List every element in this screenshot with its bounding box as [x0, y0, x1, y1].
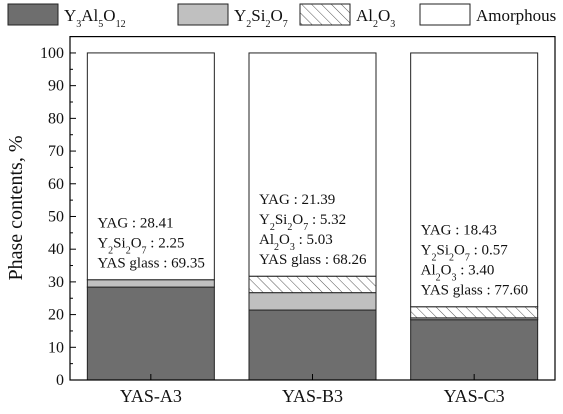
annotation: Y2Si2O7 : 0.57: [421, 243, 509, 264]
bar-segment: [86, 279, 215, 288]
plot-frame: [69, 35, 556, 381]
y-tick-label: 30: [48, 274, 64, 291]
y-tick-label: 70: [48, 143, 64, 160]
legend-label: Al2O3: [356, 6, 395, 30]
legend-swatch: [299, 3, 351, 26]
annotation: YAG : 21.39: [259, 192, 335, 208]
annotation: YAS glass : 68.26: [259, 252, 367, 268]
bar-segment: [248, 275, 377, 294]
bar-segment: [410, 319, 539, 381]
legend-swatch: [419, 3, 471, 26]
legend-label: Y2Si2O7: [234, 6, 288, 30]
x-tick-label: YAS-C3: [444, 386, 505, 406]
annotation: Al2O3 : 3.40: [421, 263, 495, 284]
y-tick-label: 50: [48, 208, 64, 225]
legend-label: Y3Al5O12: [64, 6, 126, 30]
y-tick-label: 0: [56, 372, 64, 389]
y-axis-label: Phase contents, %: [5, 136, 27, 281]
y-tick-label: 10: [48, 339, 64, 356]
annotation: YAG : 28.41: [97, 216, 173, 232]
annotation: Y2Si2O7 : 5.32: [259, 212, 346, 233]
legend-label: Amorphous: [476, 6, 556, 25]
bar-segment: [410, 52, 539, 308]
y-tick-label: 20: [48, 307, 64, 324]
annotation: YAS glass : 77.60: [421, 283, 529, 299]
bar-segment: [248, 52, 377, 277]
legend-swatch: [177, 3, 229, 26]
bar-segment: [86, 52, 215, 281]
y-tick-label: 100: [40, 45, 64, 62]
bar-segment: [410, 306, 539, 319]
y-tick-label: 90: [48, 78, 64, 95]
annotation: Y2Si2O7 : 2.25: [97, 236, 184, 257]
bar-segment: [248, 292, 377, 311]
annotation: YAS glass : 69.35: [97, 256, 205, 272]
bar-segment: [86, 286, 215, 381]
x-tick-label: YAS-A3: [120, 386, 182, 406]
annotation: Al2O3 : 5.03: [259, 232, 333, 253]
y-tick-label: 80: [48, 110, 64, 127]
bar-segment: [248, 309, 377, 381]
legend-swatch: [7, 3, 59, 26]
y-tick-label: 40: [48, 241, 64, 258]
x-tick-label: YAS-B3: [282, 386, 343, 406]
annotation: YAG : 18.43: [421, 223, 497, 239]
y-tick-label: 60: [48, 176, 64, 193]
